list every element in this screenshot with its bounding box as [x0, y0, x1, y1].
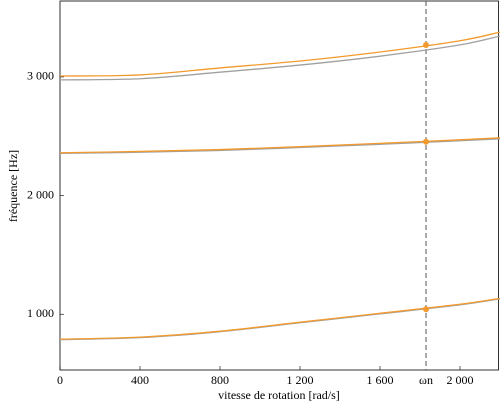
series-line	[59, 138, 500, 154]
point	[423, 306, 429, 313]
x-tick-label: ωn	[419, 373, 433, 387]
x-tick-label: 400	[131, 373, 149, 387]
x-axis-label: vitesse de rotation [rad/s]	[218, 388, 340, 402]
y-tick-label: 1 000	[27, 306, 54, 320]
series-line	[59, 298, 500, 341]
y-tick-label: 3 000	[27, 69, 54, 83]
y-tick-label: 2 000	[27, 187, 54, 201]
series-line	[59, 297, 500, 340]
point	[423, 138, 429, 145]
series-line	[59, 35, 500, 81]
series-line	[59, 137, 500, 154]
x-tick-label: 1 600	[367, 373, 394, 387]
x-tick-label: 800	[211, 373, 229, 387]
x-tick-label: 0	[57, 373, 63, 387]
series-line	[59, 31, 500, 77]
x-tick-label: 1 200	[287, 373, 314, 387]
x-tick-label: 2 000	[447, 373, 474, 387]
point	[423, 42, 429, 49]
plot-frame	[59, 0, 499, 371]
y-axis-label: fréquence [Hz]	[6, 150, 20, 222]
